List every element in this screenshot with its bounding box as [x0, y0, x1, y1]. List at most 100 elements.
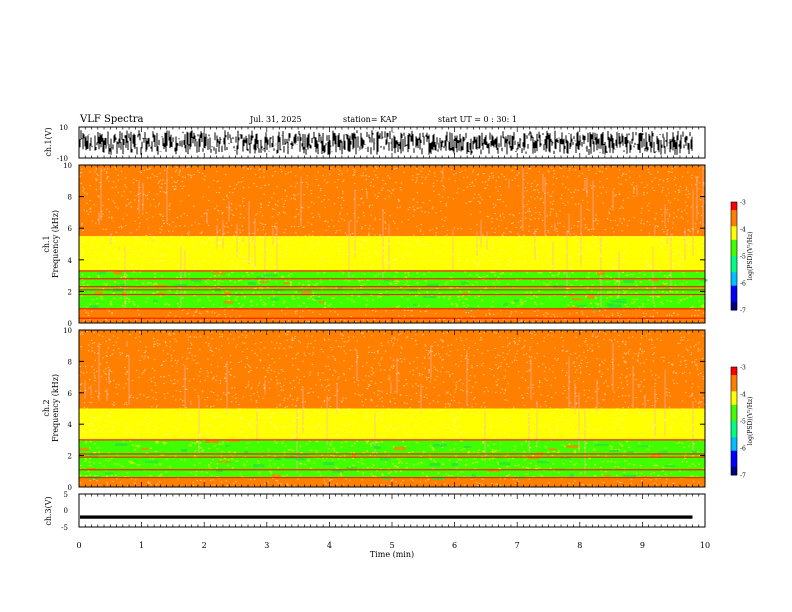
- ch1-spectrogram-ytick-label-4: 8: [68, 194, 72, 202]
- ch1-spectrogram-cbar-seg-14: [731, 239, 737, 243]
- xtick-label-9: 9: [640, 541, 645, 550]
- ch2-spectrogram-mottle-1-13: [609, 450, 619, 453]
- ch2-spectrogram-mottle-1-47: [664, 465, 676, 467]
- ch3-waveform-trace: [80, 515, 693, 519]
- ch2-spectrogram-mottle-1-7: [115, 443, 128, 446]
- ch2-spectrogram-cbar-seg-7: [731, 385, 737, 390]
- ch2-spectrogram-cbar-seg-39: [731, 472, 737, 476]
- ch1-spectrogram-cbar-seg-0: [731, 202, 737, 206]
- ch2-spectrogram-cbar-seg-38: [731, 469, 737, 473]
- ch2-spectrogram-ytick-label-1: 2: [68, 453, 72, 461]
- ch2-spectrogram-cbar-seg-25: [731, 434, 737, 438]
- ch2-spectrogram-mottle-1-49: [658, 450, 668, 455]
- ch2-spectrogram-cbar-seg-27: [731, 439, 737, 444]
- ch1-spectrogram-cbar-seg-15: [731, 242, 737, 246]
- ch1-spectrogram-cbar-seg-16: [731, 245, 737, 249]
- ch1-spectrogram-mottle-1-16: [175, 284, 187, 287]
- ch2-spectrogram-mottle-1-19: [569, 473, 574, 477]
- ch2-spectrogram-mottle-1-17: [323, 462, 335, 466]
- ch2-spectrogram-cbar-seg-29: [731, 445, 737, 449]
- ch1-spectrogram-band-3: [79, 165, 705, 237]
- ch2-spectrogram-mottle-1-3: [244, 450, 249, 455]
- ch2-spectrogram-mottle-1-18: [548, 448, 557, 451]
- ch2-spectrogram-ytick-label-4: 8: [68, 358, 72, 366]
- ch2-spectrogram-mottle-1-31: [463, 445, 472, 448]
- ch1-frequency-label: Frequency (kHz): [51, 210, 60, 278]
- ch2-spectrogram-cbar-seg-33: [731, 456, 737, 460]
- ch1-spectrogram-mottle-1-6: [569, 294, 574, 297]
- ch1-spectrogram-mottle-1-45: [616, 298, 627, 301]
- ch2-spectrogram-mottle-1-22: [487, 469, 500, 472]
- ch2-spectrogram-mottle-1-44: [217, 461, 231, 463]
- ch1-spectrogram-cbar-tick-1: -4: [740, 227, 746, 234]
- xtick-label-10: 10: [700, 541, 710, 550]
- ch1-spectrogram-cbar-seg-18: [731, 250, 737, 254]
- ch1-spectrogram-mottle-1-21: [212, 272, 226, 275]
- ch1-spectrogram-cbar-seg-19: [731, 253, 737, 257]
- ch2-spectrogram-cbar-seg-9: [731, 391, 737, 395]
- chart-title: VLF Spectra: [79, 114, 144, 125]
- ch1-spectrogram-cbar-seg-17: [731, 247, 737, 252]
- ch1-ytick-top: 10: [59, 124, 68, 132]
- ch2-spectrogram-cbar-label: log(PSD)(V²/Hz): [747, 397, 754, 446]
- ch2-spectrogram-mottle-1-38: [537, 460, 550, 464]
- ch2-spectrogram-ylabel: ch.2: [42, 399, 51, 416]
- ch1-spectrogram-cbar-seg-20: [731, 256, 737, 260]
- ch1-spectrogram-cbar-seg-13: [731, 237, 737, 241]
- ch2-spectrogram-cbar-seg-30: [731, 448, 737, 452]
- ch1-spectrogram-cbar-seg-39: [731, 307, 737, 311]
- time-axis-label: Time (min): [370, 550, 414, 559]
- ch2-spectrogram-band-2: [79, 408, 705, 440]
- ch2-spectrogram-cbar-seg-1: [731, 369, 737, 373]
- ch3-waveform-ylabel: ch.3(V): [44, 496, 53, 525]
- ch2-spectrogram-cbar-tick-1: -4: [740, 392, 746, 399]
- ch1-spectrogram-mottle-1-43: [652, 279, 659, 282]
- ch1-spectrogram-cbar-seg-28: [731, 277, 737, 281]
- ch1-spectrogram-cbar-tick-3: -6: [740, 281, 746, 288]
- ch2-spectrogram-mottle-1-59: [332, 469, 344, 473]
- ch1-spectrogram-cbar-seg-10: [731, 229, 737, 233]
- ch1-spectrogram-mottle-1-37: [587, 295, 595, 299]
- ch1-spectrogram-mottle-1-59: [259, 281, 269, 283]
- ch2-spectrogram-cbar-seg-21: [731, 423, 737, 427]
- ch2-spectrogram-cbar-seg-19: [731, 418, 737, 422]
- ch1-spectrogram-cbar-seg-23: [731, 264, 737, 268]
- ch1-spectrogram-cbar-seg-7: [731, 220, 737, 225]
- ch1-spectrogram-mottle-1-2: [283, 282, 290, 285]
- ch1-colorbar: -3 -4 -5 -6 -7 log(PSD)(V²/Hz): [730, 200, 754, 315]
- ch1-spectrogram-cbar-seg-21: [731, 258, 737, 262]
- ch3-ytick-top: 5: [64, 491, 68, 499]
- ch1-spectrogram-mottle-1-4: [319, 301, 325, 304]
- ch2-spectrogram-cbar-seg-15: [731, 407, 737, 411]
- ch2-spectrogram-mottle-1-29: [373, 445, 382, 449]
- ch1-spectrogram-mottle-1-57: [423, 295, 437, 299]
- ch1-spectrogram-ytick-label-5: 10: [63, 162, 72, 170]
- ch1-spectrogram-mottle-1-11: [596, 272, 605, 276]
- ch2-spectrogram-mottle-1-36: [86, 468, 97, 471]
- ch2-spectrogram-cbar-tick-0: -3: [740, 365, 746, 372]
- ch2-spectrogram-cbar-seg-14: [731, 404, 737, 408]
- ch1-spectrogram-mottle-1-26: [577, 304, 587, 307]
- ch1-spectrogram-cbar-seg-22: [731, 261, 737, 265]
- ch1-spectrogram-mottle-1-40: [699, 279, 708, 282]
- ch2-spectrogram-mottle-1-46: [594, 444, 609, 446]
- ch1-spectrogram-speckle-light: [79, 164, 707, 324]
- ch1-spectrogram-cbar-seg-12: [731, 234, 737, 238]
- ch2-spectrogram-mottle-1-33: [498, 462, 511, 465]
- xtick-label-1: 1: [139, 541, 144, 550]
- ch2-spectrogram-cbar-seg-12: [731, 399, 737, 403]
- ch1-spectrogram-band-2: [79, 236, 705, 271]
- ch2-spectrogram-mottle-1-41: [566, 445, 579, 449]
- ch2-spectrogram-cbar-seg-31: [731, 450, 737, 454]
- ch2-spectrogram-cbar-seg-24: [731, 431, 737, 435]
- ch1-spectrogram-band-0: [79, 308, 705, 323]
- ch2-spectrogram-mottle-1-5: [380, 457, 390, 461]
- ch2-spectrogram-mottle-1-21: [145, 460, 159, 463]
- ch2-spectrogram-mottle-1-26: [351, 453, 357, 457]
- ch1-spectrogram-cbar-seg-37: [731, 301, 737, 306]
- ch1-spectrogram-mottle-1-12: [461, 281, 469, 285]
- ch2-spectrogram-cbar-seg-10: [731, 394, 737, 398]
- ch2-spectrogram-ytick-label-0: 0: [68, 484, 72, 492]
- ch1-spectrogram-cbar-tick-2: -5: [740, 254, 746, 261]
- ch1-ytick-bottom: -10: [57, 155, 68, 163]
